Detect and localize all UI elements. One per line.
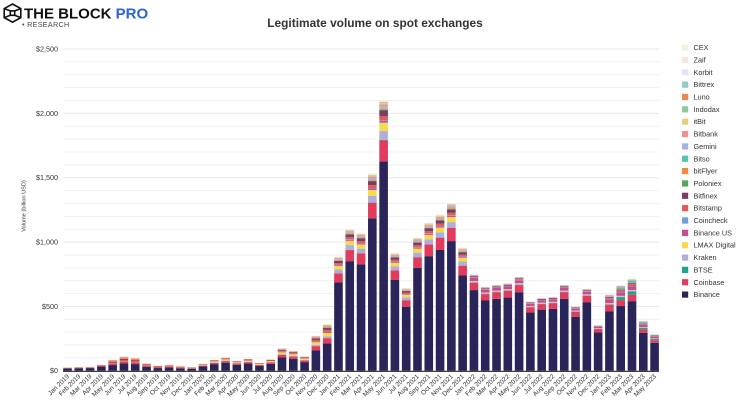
svg-text:Bitso: Bitso (694, 154, 710, 163)
svg-text:Poloniex: Poloniex (694, 179, 722, 188)
svg-text:Bitbank: Bitbank (694, 130, 719, 139)
svg-text:Kraken: Kraken (694, 253, 717, 262)
svg-text:$0: $0 (50, 366, 58, 375)
svg-text:Bitfinex: Bitfinex (694, 191, 718, 200)
svg-text:$2,500: $2,500 (36, 44, 58, 53)
svg-text:LMAX Digital: LMAX Digital (694, 241, 737, 250)
svg-text:Bittrex: Bittrex (694, 80, 715, 89)
svg-text:• RESEARCH: • RESEARCH (22, 20, 69, 29)
svg-text:Legitimate volume on spot exch: Legitimate volume on spot exchanges (267, 16, 483, 30)
svg-text:Gemini: Gemini (694, 142, 717, 151)
svg-text:bitFlyer: bitFlyer (694, 167, 718, 176)
svg-text:Binance: Binance (694, 290, 720, 299)
svg-text:Zaif: Zaif (694, 55, 707, 64)
svg-text:itBit: itBit (694, 117, 706, 126)
svg-text:$1,000: $1,000 (36, 238, 58, 247)
svg-text:Binance US: Binance US (694, 228, 733, 237)
svg-text:Volume (billion USD): Volume (billion USD) (22, 180, 28, 232)
svg-text:Bitstamp: Bitstamp (694, 204, 722, 213)
svg-text:THE BLOCK PRO: THE BLOCK PRO (24, 6, 149, 23)
svg-text:$1,500: $1,500 (36, 173, 58, 182)
svg-text:Luno: Luno (694, 93, 710, 102)
svg-text:Indodax: Indodax (694, 105, 720, 114)
svg-text:Korbit: Korbit (694, 68, 713, 77)
svg-text:$500: $500 (42, 302, 58, 311)
svg-text:$2,000: $2,000 (36, 109, 58, 118)
svg-text:BTSE: BTSE (694, 265, 713, 274)
svg-text:CEX: CEX (694, 43, 709, 52)
svg-text:Coinbase: Coinbase (694, 278, 725, 287)
svg-text:Coincheck: Coincheck (694, 216, 728, 225)
